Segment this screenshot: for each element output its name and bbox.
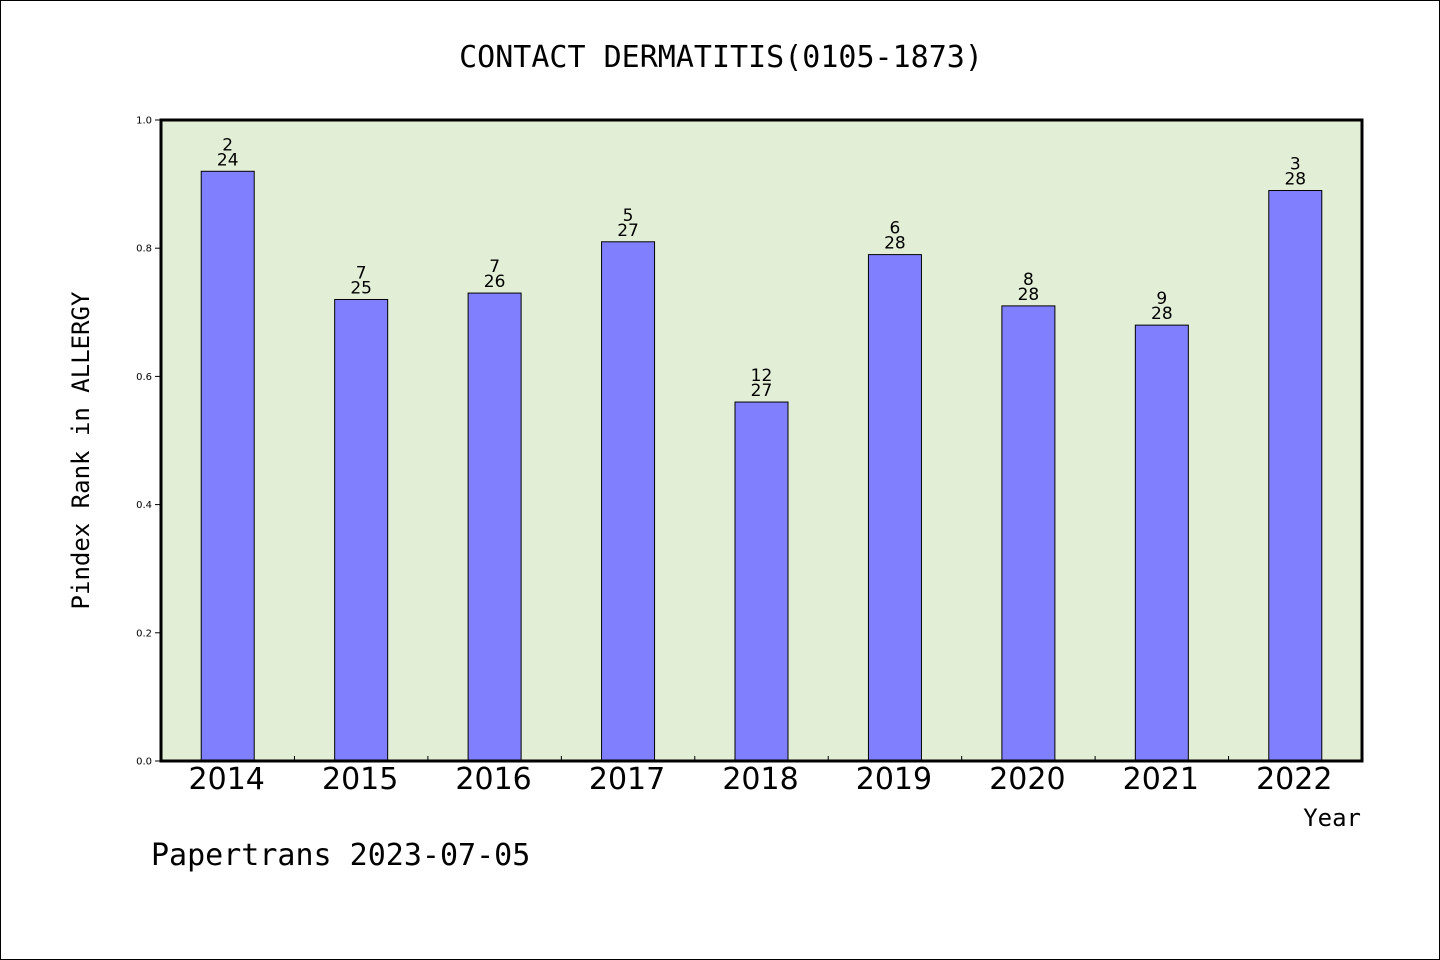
- bar-2016: [467, 292, 522, 762]
- bar-label-bottom: 26: [484, 272, 506, 292]
- bar-2022: [1268, 190, 1323, 762]
- bar-label-top: 7: [356, 263, 367, 283]
- y-tick-label: 0.4: [136, 500, 152, 511]
- bar-2019: [867, 254, 922, 762]
- bar-label-top: 6: [890, 219, 901, 239]
- x-axis-label: Year: [1303, 804, 1361, 832]
- y-tick-label: 0.6: [136, 372, 152, 383]
- x-tick-label: 2017: [589, 762, 665, 797]
- bars-group: [200, 170, 1323, 762]
- x-tick-label: 2021: [1123, 762, 1199, 797]
- bar-label-top: 2: [222, 135, 233, 155]
- y-tick-label: 1.0: [136, 116, 152, 127]
- bar-label-bottom: 27: [751, 381, 773, 401]
- bar-2020: [1001, 305, 1056, 762]
- bar-label-bottom: 28: [1284, 170, 1306, 190]
- bar-label-top: 5: [623, 206, 634, 226]
- x-axis: 2014 2015 2016 2017 2018 2019 2020 2021 2022: [189, 756, 1332, 797]
- x-tick-label: 2018: [722, 762, 798, 797]
- x-tick-label: 2022: [1256, 762, 1332, 797]
- y-axis-label: Pindex Rank in ALLERGY: [67, 291, 95, 609]
- x-tick-label: 2020: [989, 762, 1065, 797]
- bar-2021: [1134, 324, 1189, 762]
- bar-2018: [734, 401, 789, 762]
- y-tick-label: 0.0: [136, 757, 152, 768]
- bar-label-bottom: 28: [884, 234, 906, 254]
- y-tick-label: 0.8: [136, 244, 152, 255]
- x-tick-label: 2014: [189, 762, 265, 797]
- footer-text: Papertrans 2023-07-05: [151, 838, 530, 873]
- bar-label-bottom: 28: [1018, 285, 1040, 305]
- x-tick-label: 2016: [455, 762, 531, 797]
- bar-2017: [601, 241, 656, 762]
- bar-2014: [200, 170, 255, 762]
- bar-label-top: 12: [751, 366, 773, 386]
- bar-label-top: 9: [1156, 289, 1167, 309]
- bar-label-top: 8: [1023, 270, 1034, 290]
- bar-label-bottom: 27: [617, 221, 639, 241]
- bar-label-top: 3: [1290, 155, 1301, 175]
- bar-2015: [334, 298, 389, 762]
- y-tick-label: 0.2: [136, 628, 152, 639]
- chart-title: CONTACT DERMATITIS(0105-1873): [459, 40, 983, 75]
- plot-border: [159, 118, 1364, 763]
- bar-label-bottom: 24: [217, 150, 239, 170]
- bar-label-top: 7: [489, 257, 500, 277]
- bar-label-bottom: 25: [350, 278, 372, 298]
- x-tick-label: 2015: [322, 762, 398, 797]
- x-tick-label: 2019: [856, 762, 932, 797]
- bar-label-bottom: 28: [1151, 304, 1173, 324]
- y-axis: 0.0 0.2 0.4 0.6 0.8 1.0: [136, 116, 161, 768]
